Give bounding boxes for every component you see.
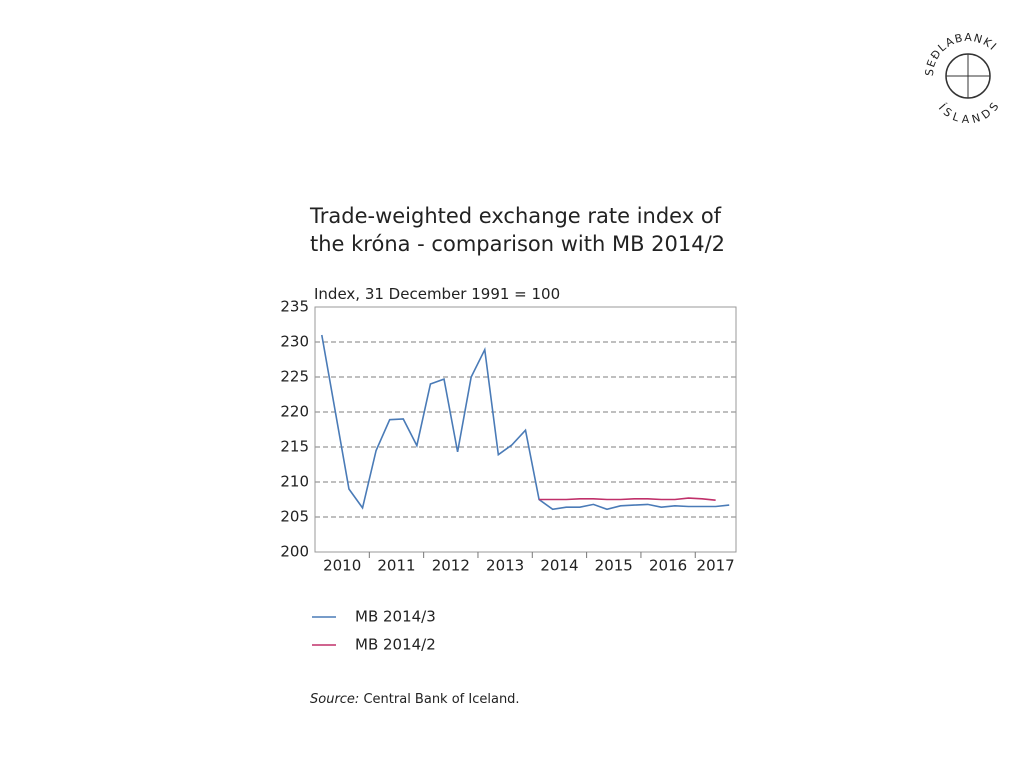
y-tick-label: 200 (280, 543, 309, 561)
y-tick-label: 235 (280, 298, 309, 316)
y-tick-label: 205 (280, 508, 309, 526)
logo: SEÐLABANKI ÍSLANDS (923, 31, 1003, 126)
logo-text: ÍSLANDS (936, 98, 1000, 126)
series-line (321, 334, 730, 511)
x-tick-label: 2011 (377, 557, 415, 575)
source-text: Central Bank of Iceland. (363, 692, 520, 707)
x-tick-label: 2012 (432, 557, 470, 575)
y-tick-label: 230 (280, 333, 309, 351)
chart-title: Trade-weighted exchange rate index of th… (310, 204, 726, 256)
series-line (539, 497, 716, 501)
x-tick-label: 2010 (323, 557, 361, 575)
source: Source: Central Bank of Iceland. (310, 692, 520, 707)
source-label: Source: (310, 692, 360, 707)
legend-label: MB 2014/3 (355, 608, 436, 626)
y-tick-label: 215 (280, 438, 309, 456)
x-tick-label: 2017 (697, 557, 735, 575)
x-tick-label: 2014 (540, 557, 578, 575)
legend-label: MB 2014/2 (355, 636, 436, 654)
chart-subtitle: Index, 31 December 1991 = 100 (314, 285, 561, 303)
y-tick-label: 225 (280, 368, 309, 386)
x-tick-label: 2015 (595, 557, 633, 575)
x-tick-label: 2016 (649, 557, 687, 575)
y-tick-label: 210 (280, 473, 309, 491)
x-tick-label: 2013 (486, 557, 524, 575)
plot-frame (314, 306, 737, 553)
logo-text: ÍSLANDS (936, 98, 1003, 126)
y-tick-label: 220 (280, 403, 309, 421)
